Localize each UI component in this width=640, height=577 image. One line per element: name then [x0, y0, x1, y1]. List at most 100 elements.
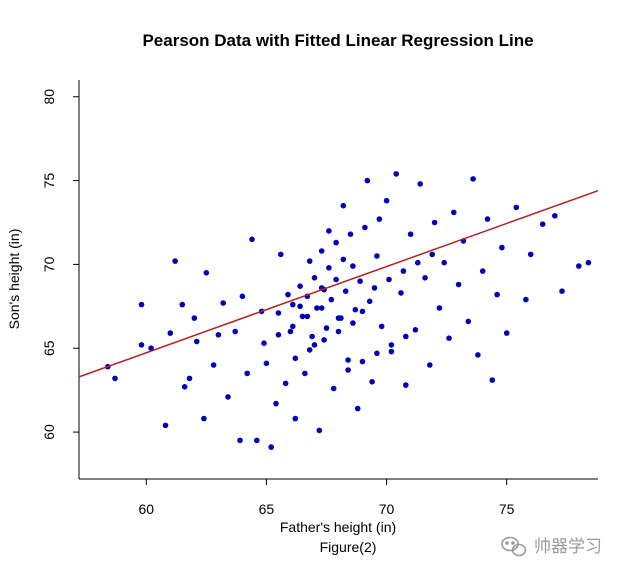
scatter-point — [306, 347, 313, 353]
scatter-point — [503, 330, 510, 336]
regression-line — [78, 189, 599, 378]
scatter-point — [347, 231, 354, 237]
scatter-point — [225, 394, 231, 400]
scatter-point — [398, 290, 404, 296]
y-tick-label: 65 — [41, 340, 57, 356]
x-ticks: 60 65 70 75 — [138, 479, 515, 517]
y-ticks: 60 65 70 75 80 — [41, 89, 79, 440]
scatter-point — [350, 263, 356, 269]
scatter-point — [371, 285, 378, 291]
watermark-text: 帅器学习 — [534, 537, 602, 557]
scatter-point — [513, 204, 520, 211]
scatter-point — [304, 313, 311, 320]
scatter-point — [429, 251, 436, 258]
y-tick-label: 75 — [41, 173, 57, 189]
scatter-point — [302, 370, 308, 377]
x-axis-label: Father's height (in) — [280, 519, 396, 535]
scatter-point — [451, 209, 457, 216]
scatter-point — [470, 176, 476, 182]
scatter-point — [263, 360, 270, 367]
scatter-point — [465, 318, 472, 325]
scatter-point — [253, 437, 260, 444]
scatter-point — [244, 370, 250, 377]
scatter-point — [167, 330, 174, 336]
scatter-point — [393, 171, 400, 177]
scatter-point — [285, 291, 291, 298]
scatter-point — [186, 375, 193, 382]
scatter-point — [539, 221, 546, 227]
scatter-point — [232, 328, 238, 335]
scatter-point — [179, 301, 186, 308]
scatter-point — [436, 305, 443, 311]
scatter-point — [275, 310, 282, 316]
scatter-point — [383, 197, 390, 204]
scatter-point — [357, 278, 363, 285]
scatter-point — [403, 333, 409, 340]
scatter-point — [333, 239, 339, 246]
scatter-point — [386, 276, 392, 283]
scatter-point — [112, 375, 118, 382]
scatter-point — [552, 213, 558, 219]
scatter-point — [417, 181, 424, 187]
y-tick-label: 80 — [41, 89, 57, 105]
y-tick-label: 60 — [41, 424, 57, 440]
scatter-point — [338, 315, 344, 321]
scatter-point — [321, 337, 327, 343]
x-tick-label: 70 — [379, 501, 395, 517]
scatter-point — [378, 323, 385, 330]
scatter-point — [311, 275, 318, 281]
scatter-point — [362, 224, 368, 231]
scatter-point — [316, 427, 323, 434]
scatter-point — [494, 291, 500, 298]
scatter-point — [403, 382, 409, 388]
scatter-point — [407, 231, 414, 237]
scatter-point — [292, 355, 299, 362]
scatter-point — [345, 367, 351, 373]
scatter-point — [275, 332, 282, 338]
scatter-point — [340, 202, 347, 209]
scatter-point — [455, 281, 462, 288]
scatter-point — [328, 296, 335, 303]
scatter-point — [576, 263, 582, 269]
scatter-point — [261, 340, 267, 347]
scatter-point — [412, 327, 419, 333]
scatter-point — [191, 315, 198, 321]
chart-title: Pearson Data with Fitted Linear Regressi… — [142, 31, 533, 50]
scatter-point — [415, 259, 421, 266]
scatter-point — [388, 342, 395, 348]
scatter-point — [297, 303, 303, 310]
scatter-point — [297, 283, 303, 290]
scatter-point — [326, 265, 332, 271]
scatter-point — [237, 437, 243, 444]
scatter-point — [479, 268, 486, 274]
scatter-point — [318, 248, 325, 254]
scatter-point — [366, 298, 373, 305]
scatter-point — [172, 258, 178, 264]
scatter-point — [376, 216, 383, 222]
scatter-point — [354, 405, 361, 412]
scatter-point — [203, 270, 210, 276]
scatter-point — [290, 301, 296, 308]
x-tick-label: 75 — [499, 501, 515, 517]
scatter-point — [335, 328, 342, 335]
scatter-point — [475, 352, 481, 358]
scatter-point — [148, 345, 154, 352]
x-tick-label: 60 — [138, 501, 154, 517]
scatter-point — [364, 177, 371, 184]
scatter-point — [345, 357, 351, 363]
scatter-point — [484, 216, 491, 222]
y-tick-label: 70 — [41, 256, 57, 272]
scatter-point — [422, 275, 428, 281]
scatter-point — [323, 325, 330, 331]
scatter-point — [340, 256, 347, 263]
scatter-point — [306, 258, 313, 264]
scatter-point — [333, 276, 339, 283]
scatter-point — [278, 251, 284, 258]
scatter-point — [290, 323, 296, 330]
scatter-point — [441, 259, 448, 266]
wechat-icon — [501, 536, 527, 557]
scatter-point — [527, 251, 534, 258]
scatter-point — [330, 385, 337, 392]
y-axis-label: Son's height (in) — [6, 229, 22, 330]
scatter-point — [138, 342, 145, 348]
